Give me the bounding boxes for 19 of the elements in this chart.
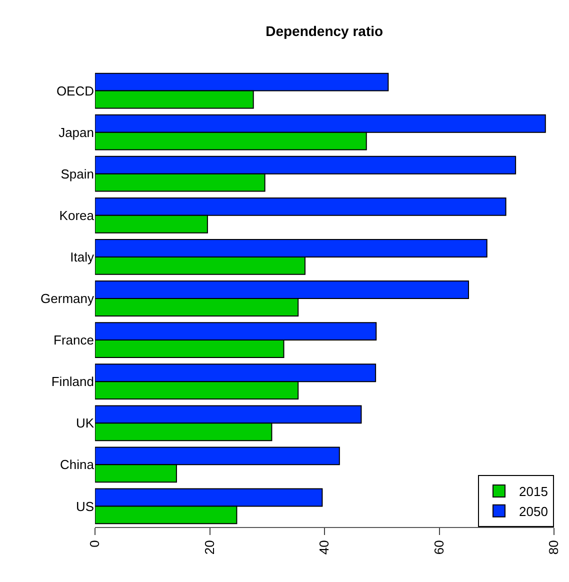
x-tick-label: 20 bbox=[202, 540, 217, 555]
y-tick-label: Germany bbox=[40, 291, 94, 306]
y-tick-label: Italy bbox=[70, 250, 94, 264]
x-tick-label: 80 bbox=[546, 540, 562, 555]
y-tick-label: China bbox=[60, 457, 95, 472]
chart-title: Dependency ratio bbox=[266, 22, 384, 39]
y-tick-label: OECD bbox=[56, 83, 94, 98]
y-tick-label: UK bbox=[76, 416, 94, 431]
y-tick-label: Spain bbox=[60, 166, 94, 182]
x-tick-label: 40 bbox=[316, 540, 332, 555]
legend-label: 2050 bbox=[519, 504, 548, 519]
x-tick-label: 60 bbox=[431, 540, 446, 555]
y-tick-label: Korea bbox=[59, 208, 95, 223]
legend-label: 2015 bbox=[519, 484, 548, 500]
x-tick-label: 0 bbox=[87, 540, 102, 548]
y-tick-label: Japan bbox=[58, 124, 94, 140]
y-tick-label: Finland bbox=[51, 374, 94, 390]
y-tick-label: US bbox=[76, 498, 94, 514]
y-tick-label: France bbox=[54, 332, 94, 348]
